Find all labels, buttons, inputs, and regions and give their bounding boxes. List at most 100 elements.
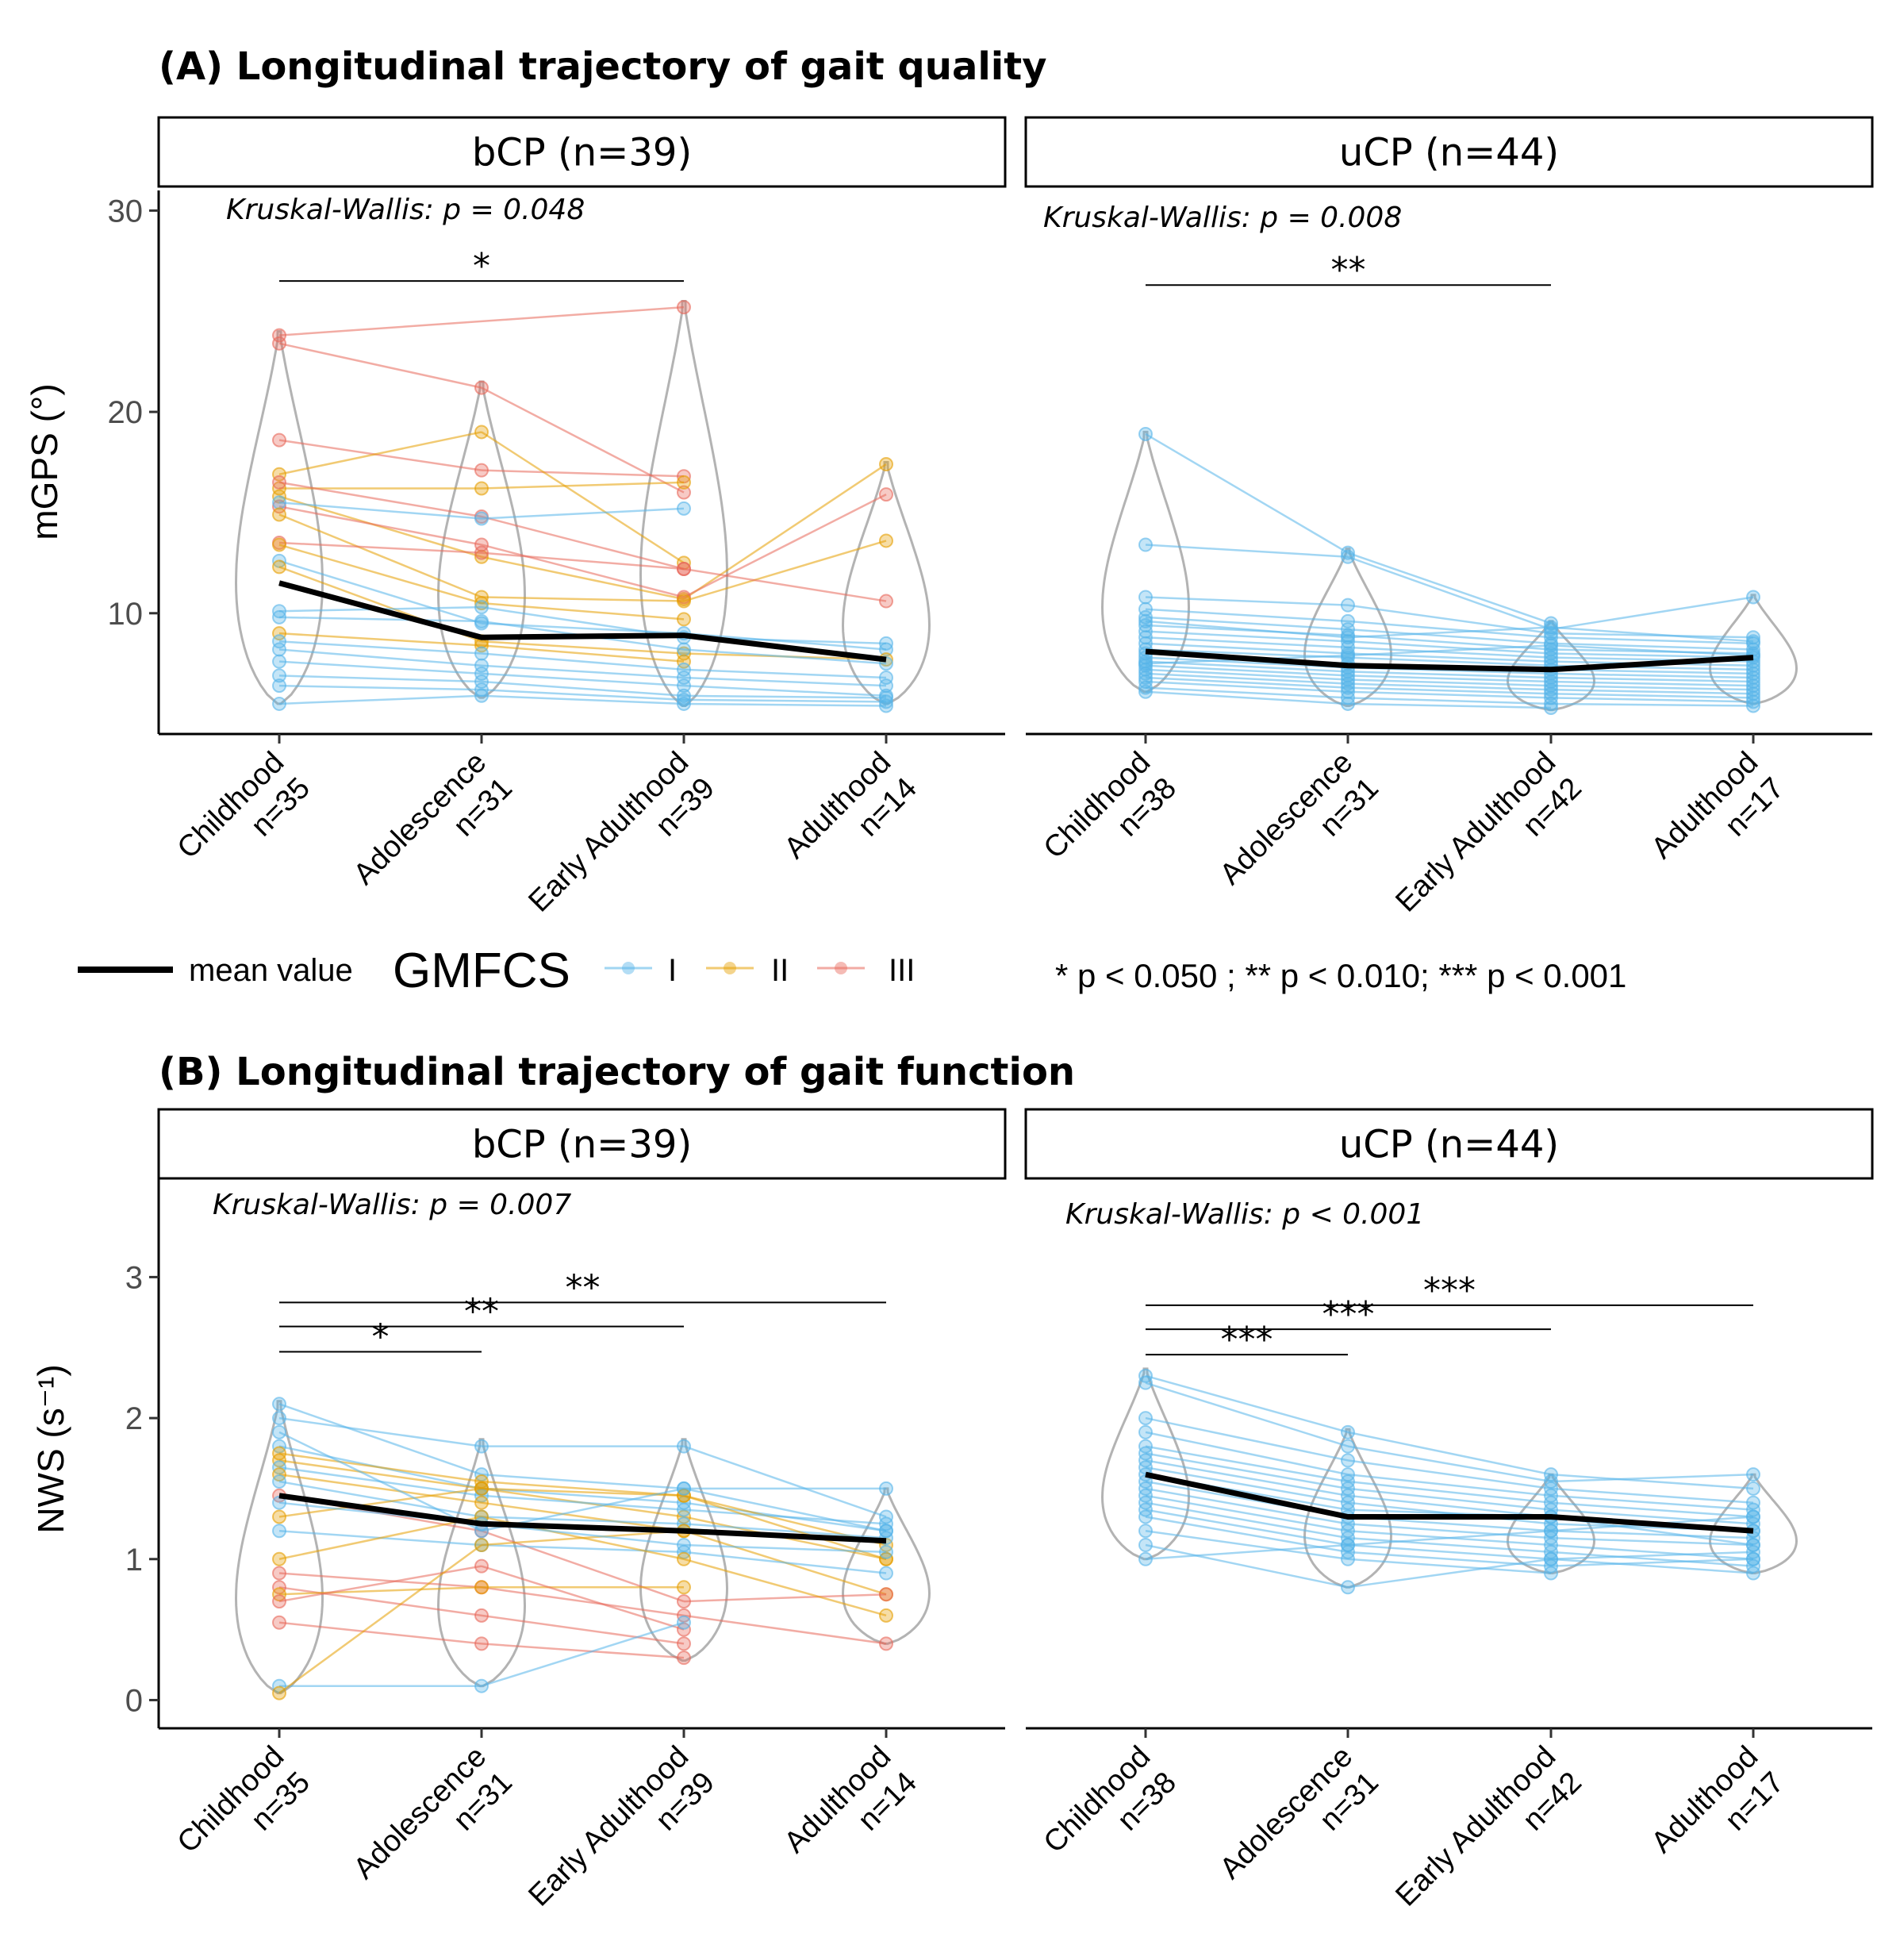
trajectory-segment bbox=[278, 1452, 482, 1483]
data-point bbox=[272, 1551, 286, 1566]
data-point bbox=[1544, 701, 1558, 716]
trajectory-segment bbox=[278, 684, 482, 691]
trajectory-segment bbox=[1347, 1445, 1552, 1483]
data-point bbox=[272, 1685, 286, 1701]
trajectory-segment bbox=[481, 481, 685, 490]
y-tick-label-A-1: 20 bbox=[108, 395, 144, 430]
data-point bbox=[474, 1558, 489, 1574]
trajectory-segment bbox=[1145, 1431, 1349, 1476]
trajectory-segment bbox=[481, 1643, 685, 1659]
data-point bbox=[1544, 620, 1558, 635]
legend-key-I: I bbox=[605, 953, 677, 988]
violin-A-1-3 bbox=[841, 461, 931, 705]
trajectory-segment bbox=[683, 1543, 887, 1554]
trajectory-segment bbox=[1347, 646, 1552, 659]
data-point bbox=[272, 1615, 286, 1630]
data-point bbox=[1341, 598, 1355, 613]
subject-A-2-0 bbox=[1138, 426, 1558, 631]
data-point bbox=[1746, 1481, 1760, 1496]
subject-B-1-15 bbox=[272, 1558, 691, 1637]
data-point bbox=[677, 1538, 691, 1552]
subject-A-2-1 bbox=[1138, 537, 1760, 637]
trajectory-segment bbox=[1550, 693, 1754, 699]
trajectory-segment bbox=[1347, 1487, 1552, 1511]
trajectory-segment bbox=[481, 1516, 685, 1525]
trajectory-segment bbox=[1347, 1558, 1552, 1574]
subject-A-1-19 bbox=[272, 654, 893, 703]
data-point bbox=[677, 1636, 691, 1651]
trajectory-segment bbox=[683, 540, 887, 602]
data-point bbox=[1341, 648, 1355, 663]
data-point bbox=[1138, 1524, 1153, 1539]
strip-box-B-1 bbox=[157, 1108, 1007, 1180]
panel-B-1: bCP (n=39) Kruskal-Wallis: p = 0.007 0 1 2 3 C… bbox=[125, 1108, 1007, 1913]
subject-B-2-16 bbox=[1138, 1538, 1760, 1595]
data-point bbox=[1341, 1424, 1355, 1439]
subject-A-1-0 bbox=[272, 300, 691, 343]
data-point bbox=[474, 646, 489, 661]
figure-b-title: (B) Longitudinal trajectory of gait func… bbox=[159, 1050, 1075, 1094]
bracket-label-B-1-1: ** bbox=[464, 1292, 499, 1332]
trajectory-segment bbox=[278, 342, 482, 389]
data-point bbox=[272, 1397, 286, 1412]
data-point bbox=[677, 1615, 691, 1630]
data-point bbox=[879, 1587, 893, 1602]
bracket-label-A-2-0: ** bbox=[1331, 250, 1366, 290]
trajectory-segment bbox=[278, 1416, 482, 1447]
strip-label-B-1: bCP (n=39) bbox=[472, 1123, 692, 1167]
trajectory-segment bbox=[683, 684, 887, 698]
data-point bbox=[272, 1594, 286, 1609]
data-point bbox=[474, 1608, 489, 1623]
subject-A-1-7 bbox=[272, 487, 893, 605]
trajectory-segment bbox=[1550, 642, 1754, 651]
trajectory-segment bbox=[1347, 1473, 1552, 1497]
trajectory-segment bbox=[481, 431, 685, 564]
data-point bbox=[1341, 549, 1355, 564]
trajectory-segment bbox=[683, 698, 887, 703]
strip-box-A-1 bbox=[157, 116, 1007, 188]
data-point bbox=[677, 475, 691, 490]
legend-gmfcs-title: GMFCS bbox=[393, 943, 570, 998]
trajectory-segment bbox=[1145, 1445, 1349, 1483]
trajectory-segment bbox=[683, 1523, 887, 1539]
data-point bbox=[1341, 1580, 1355, 1595]
trajectory-segment bbox=[1145, 1543, 1349, 1561]
trajectory-segment bbox=[1550, 1487, 1754, 1504]
subject-B-2-17 bbox=[1138, 1509, 1760, 1566]
trajectory-segment bbox=[278, 694, 482, 705]
trajectory-segment bbox=[1347, 626, 1552, 639]
trajectory-segment bbox=[278, 481, 482, 518]
data-point bbox=[879, 1544, 893, 1559]
trajectory-segment bbox=[1550, 644, 1754, 657]
trajectory-segment bbox=[278, 616, 482, 623]
data-point bbox=[474, 481, 489, 496]
data-point bbox=[474, 380, 489, 395]
subject-A-1-11 bbox=[272, 537, 691, 627]
subject-B-2-2 bbox=[1138, 1411, 1760, 1510]
trajectory-segment bbox=[683, 1593, 887, 1603]
strip-box-B-2 bbox=[1024, 1108, 1874, 1180]
mean-line-A-1 bbox=[278, 580, 887, 663]
trajectory-segment bbox=[683, 694, 887, 699]
trajectory-segment bbox=[1550, 1543, 1754, 1561]
trajectory-segment bbox=[481, 1480, 685, 1497]
data-point bbox=[677, 612, 691, 627]
data-point bbox=[879, 1481, 893, 1496]
kruskal-wallis-A-2: Kruskal-Wallis: p = 0.008 bbox=[1043, 202, 1402, 234]
trajectory-segment bbox=[683, 648, 887, 665]
data-point bbox=[1138, 684, 1153, 699]
trajectory-segment bbox=[1550, 680, 1754, 687]
data-point bbox=[272, 432, 286, 448]
kruskal-wallis-A-1: Kruskal-Wallis: p = 0.048 bbox=[226, 194, 585, 226]
legend-level-III: III bbox=[889, 953, 915, 988]
trajectory-segment bbox=[1145, 620, 1349, 639]
subject-A-1-3 bbox=[272, 425, 691, 571]
trajectory-segment bbox=[481, 507, 685, 520]
subject-A-2-20 bbox=[1138, 613, 1760, 649]
data-point bbox=[677, 594, 691, 609]
